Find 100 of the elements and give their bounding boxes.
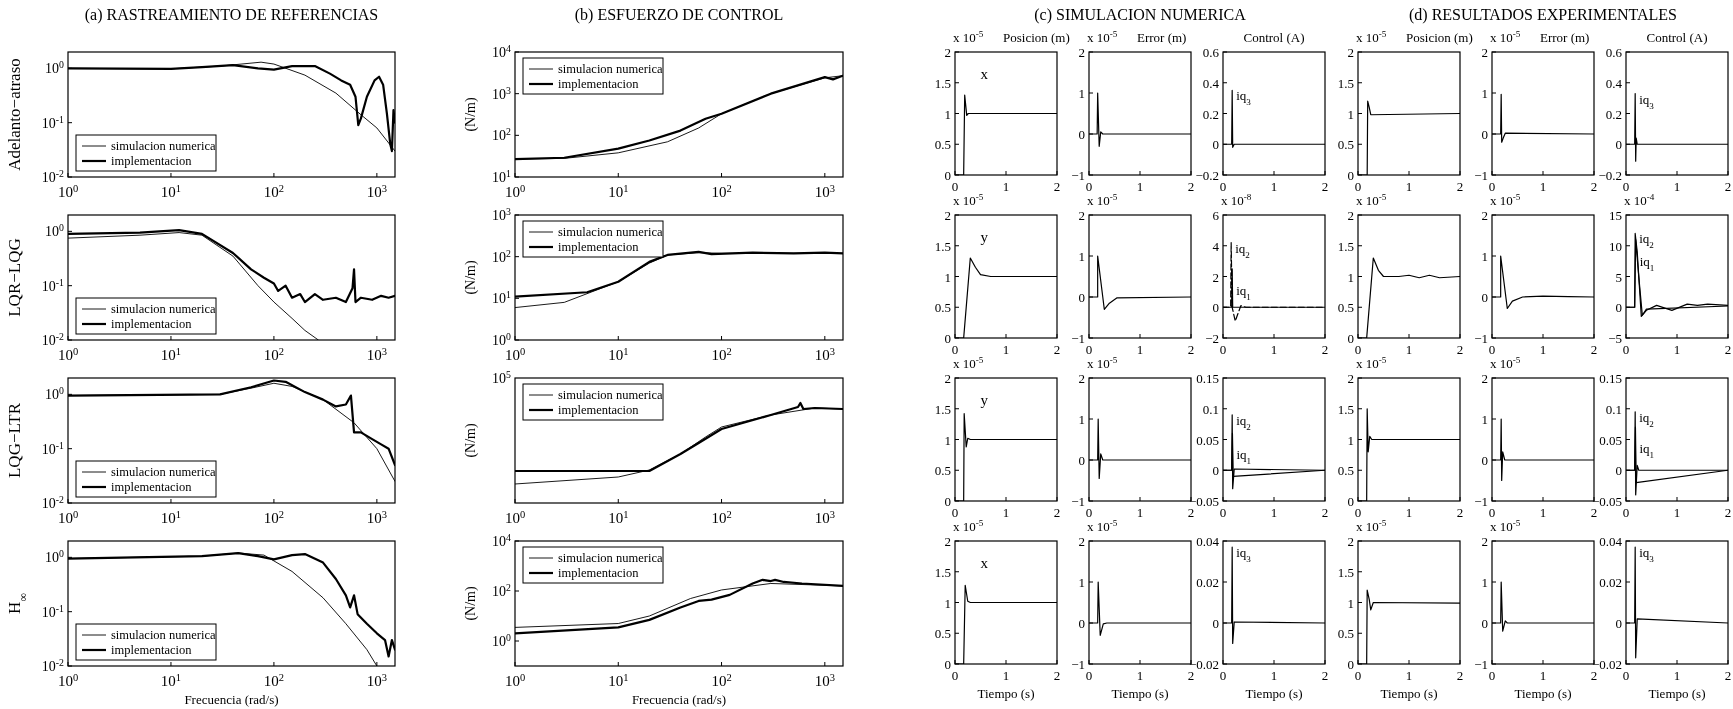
x-tick-label: 2 <box>1053 342 1061 357</box>
y-axis-title: (N/m) <box>463 97 479 132</box>
y-tick-label: 10$^{0}$ <box>45 547 65 566</box>
y-axis-title: x 10$^{-4}$ <box>1624 192 1655 208</box>
y-tick-label: 0.5 <box>1337 137 1354 153</box>
chart-title: (b) ESFUERZO DE CONTROL <box>574 6 784 24</box>
y-tick-label: 0 <box>1615 137 1622 153</box>
y-tick-label: 0 <box>1212 137 1219 153</box>
y-tick-label: −0.05 <box>1188 494 1219 509</box>
x-tick-label: 10$^{3}$ <box>366 671 387 689</box>
text: (c) SIMULACION NUMERICA <box>1034 6 1247 24</box>
y-tick-label: 0 <box>1481 616 1488 631</box>
x-tick-label: 2 <box>1456 505 1464 520</box>
y-tick-label: 1 <box>1481 412 1488 427</box>
y-tick-label: 10$^{0}$ <box>45 58 65 77</box>
legend-label: simulacion numerica <box>111 302 216 316</box>
y-tick-label: 2 <box>1481 534 1488 549</box>
x-tick-label: 2 <box>1456 668 1464 683</box>
y-tick-label: 0.2 <box>1605 106 1622 122</box>
y-tick-label: 4 <box>1212 238 1220 254</box>
y-tick-label: −0.02 <box>1188 657 1219 672</box>
y-tick-label: 0.5 <box>1337 463 1354 479</box>
x-axis-title: Tiempo (s) <box>1380 686 1438 701</box>
x-tick-label: 1 <box>1539 505 1547 520</box>
legend-label: simulacion numerica <box>111 628 216 642</box>
y-tick-label: 0.02 <box>1599 575 1622 590</box>
y-axis-title: x 10$^{-5}$ <box>1356 518 1387 534</box>
y-tick-label: 1 <box>1347 269 1354 285</box>
x-tick-label: 2 <box>1321 179 1329 194</box>
series-label: iq$_{1}$ <box>1236 447 1252 467</box>
text: (d) RESULTADOS EXPERIMENTALES <box>1409 6 1677 24</box>
legend-label: implementacion <box>111 154 193 168</box>
x-tick-label: 1 <box>1270 179 1278 194</box>
x-tick-label: 2 <box>1724 179 1732 194</box>
y-tick-label: 1.5 <box>1337 238 1354 254</box>
y-tick-label: 0.5 <box>1337 626 1354 642</box>
series-label: iq$_{3}$ <box>1639 545 1655 565</box>
chart-subtitle: Error (m) <box>1540 30 1590 45</box>
x-tick-label: 1 <box>1002 505 1010 520</box>
y-axis-title: (N/m) <box>463 260 479 295</box>
legend-label: implementacion <box>558 403 640 417</box>
x-tick-label: 2 <box>1053 668 1061 683</box>
y-tick-label: 0.2 <box>1202 106 1219 122</box>
legend-label: implementacion <box>111 480 193 494</box>
x-tick-label: 2 <box>1724 505 1732 520</box>
x-tick-label: 10$^{1}$ <box>608 671 629 689</box>
series-label: iq$_{2}$ <box>1639 409 1655 429</box>
y-axis-title: (N/m) <box>463 423 479 458</box>
x-tick-label: 10$^{2}$ <box>711 345 732 363</box>
y-axis-title: x 10$^{-5}$ <box>1490 192 1521 208</box>
x-tick-label: 2 <box>1321 342 1329 357</box>
x-tick-label: 1 <box>1539 668 1547 683</box>
y-tick-label: 10$^{0}$ <box>492 631 512 649</box>
x-tick-label: 10$^{0}$ <box>504 345 526 363</box>
x-tick-label: 1 <box>1136 668 1144 683</box>
y-tick-label: 0 <box>1481 127 1488 142</box>
y-tick-label: −1 <box>1071 168 1085 183</box>
x-tick-label: 2 <box>1724 668 1732 683</box>
y-tick-label: 0.4 <box>1605 75 1623 91</box>
y-tick-label: 0 <box>1481 453 1488 468</box>
legend-label: implementacion <box>111 643 193 657</box>
y-tick-label: 10$^{3}$ <box>492 205 512 223</box>
y-tick-label: 1.5 <box>934 401 951 417</box>
x-tick-label: 10$^{2}$ <box>263 182 285 200</box>
y-axis-title: x 10$^{-5}$ <box>953 355 984 371</box>
y-tick-label: 0.05 <box>1196 432 1219 448</box>
y-axis-title: x 10$^{-5}$ <box>953 192 984 208</box>
y-tick-label: 10$^{-2}$ <box>41 493 65 511</box>
y-tick-label: 1 <box>944 269 951 285</box>
x-tick-label: 10$^{1}$ <box>160 345 182 363</box>
series-label: iq$_{3}$ <box>1236 88 1252 108</box>
legend-label: simulacion numerica <box>558 225 663 239</box>
y-tick-label: 0.5 <box>934 300 951 316</box>
y-tick-label: 10$^{2}$ <box>492 125 512 144</box>
series-label: iq$_{1}$ <box>1639 253 1655 273</box>
y-tick-label: 0 <box>944 657 951 672</box>
y-tick-label: 10$^{4}$ <box>492 42 512 60</box>
y-axis-title: x 10$^{-5}$ <box>1356 29 1387 45</box>
chart-subtitle: Posicion (m) <box>1406 30 1473 45</box>
x-tick-label: 1 <box>1270 505 1278 520</box>
y-tick-label: 1.5 <box>1337 564 1354 580</box>
y-tick-label: −1 <box>1474 331 1488 346</box>
y-tick-label: 0 <box>1615 300 1622 316</box>
x-tick-label: 2 <box>1321 505 1329 520</box>
y-tick-label: 10$^{-1}$ <box>41 602 65 620</box>
x-tick-label: 10$^{3}$ <box>814 345 835 363</box>
y-tick-label: 0.02 <box>1196 575 1219 590</box>
legend-label: implementacion <box>558 566 640 580</box>
y-tick-label: 10$^{-2}$ <box>41 656 65 674</box>
series-label: iq$_{1}$ <box>1236 282 1251 302</box>
x-tick-label: 2 <box>1053 179 1061 194</box>
x-tick-label: 10$^{3}$ <box>366 345 387 363</box>
x-tick-label: 1 <box>1405 179 1413 194</box>
y-tick-label: 1 <box>1481 249 1488 264</box>
y-tick-label: −1 <box>1474 168 1488 183</box>
x-tick-label: 10$^{1}$ <box>608 345 629 363</box>
y-tick-label: 2 <box>1481 208 1488 223</box>
series-label: iq$_{2}$ <box>1236 412 1252 432</box>
y-tick-label: 0.04 <box>1196 534 1220 549</box>
y-tick-label: 0 <box>1347 168 1354 183</box>
